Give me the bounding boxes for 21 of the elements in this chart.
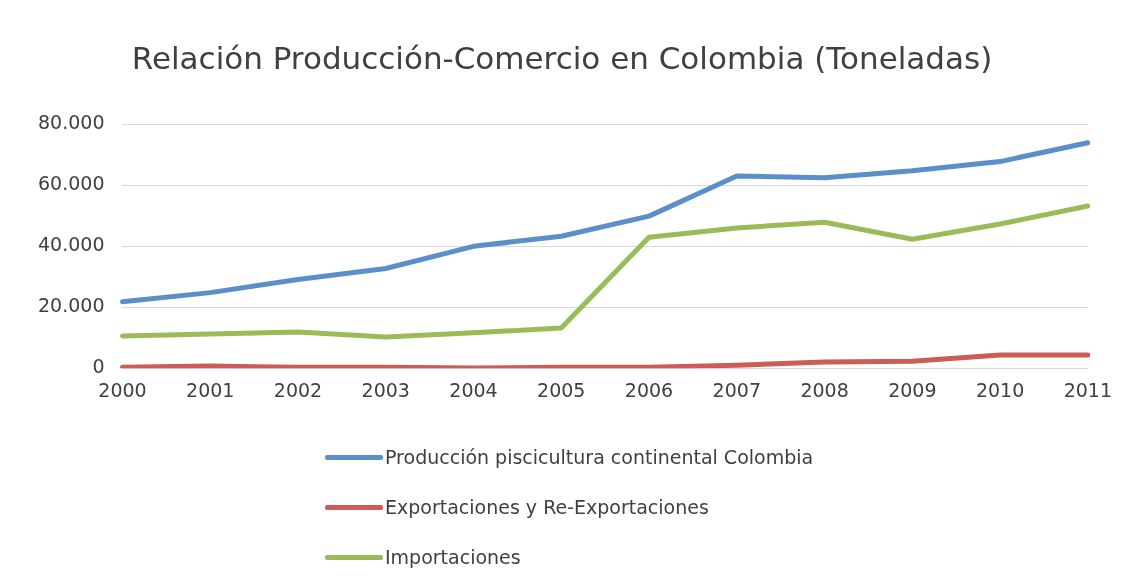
x-tick-label: 2009 (888, 378, 937, 401)
y-tick-label: 20.000 (38, 294, 105, 317)
x-tick-label: 2002 (273, 378, 323, 401)
chart-title: Relación Producción-Comercio en Colombia (Toneladas) (130, 40, 994, 76)
legend-label: Importaciones (385, 546, 521, 568)
legend-label: Producción piscicultura continental Colombia (385, 446, 814, 468)
x-tick-label: 2005 (537, 378, 586, 401)
y-tick-label: 0 (92, 355, 105, 378)
x-tick-label: 2006 (624, 378, 674, 401)
x-tick-label: 2010 (975, 378, 1025, 401)
legend-label: Exportaciones y Re-Exportaciones (385, 496, 709, 518)
x-tick-label: 2008 (800, 378, 849, 401)
x-tick-label: 2001 (186, 378, 235, 401)
x-tick-label: 2011 (1063, 378, 1112, 401)
x-tick-label: 2007 (712, 378, 761, 401)
y-tick-label: 60.000 (38, 172, 105, 195)
x-tick-label: 2003 (361, 378, 410, 401)
x-tick-label: 2004 (449, 378, 498, 401)
y-tick-label: 40.000 (38, 233, 105, 256)
y-tick-label: 80.000 (38, 111, 105, 134)
x-tick-label: 2000 (98, 378, 147, 401)
